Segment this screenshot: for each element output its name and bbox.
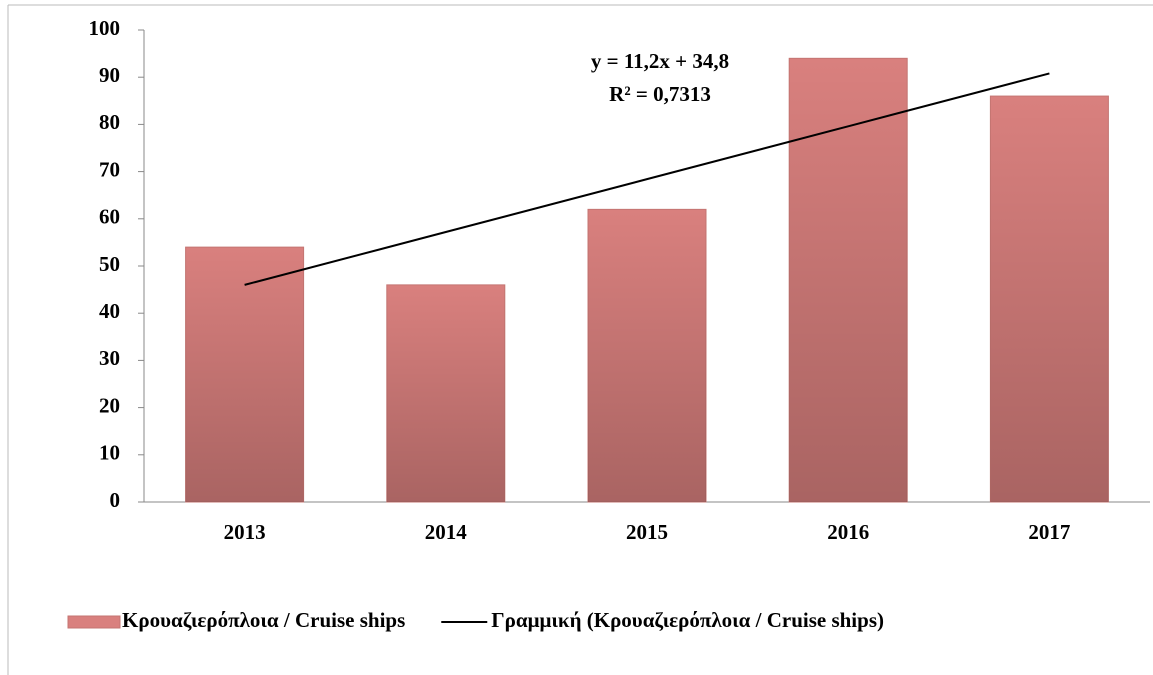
bar	[386, 284, 506, 503]
legend-label: Κρουαζιερόπλοια / Cruise ships	[122, 608, 405, 632]
legend-swatch	[67, 615, 121, 629]
y-tick-label: 90	[99, 63, 120, 87]
y-tick-label: 60	[99, 205, 120, 229]
trend-line	[244, 72, 1050, 286]
y-tick-label: 80	[99, 110, 120, 134]
bar	[587, 208, 707, 503]
y-tick-label: 20	[99, 393, 120, 417]
y-tick-label: 100	[89, 16, 121, 40]
bar	[788, 57, 908, 503]
x-tick-label: 2013	[224, 520, 266, 544]
legend-label: Γραμμική (Κρουαζιερόπλοια / Cruise ships…	[491, 608, 884, 632]
trend-equation: y = 11,2x + 34,8	[591, 49, 729, 73]
y-tick-label: 30	[99, 346, 120, 370]
bar	[185, 246, 305, 503]
y-tick-label: 50	[99, 252, 120, 276]
y-tick-label: 0	[110, 488, 121, 512]
x-tick-label: 2014	[425, 520, 468, 544]
x-tick-label: 2017	[1028, 520, 1070, 544]
y-tick-label: 40	[99, 299, 120, 323]
y-tick-label: 70	[99, 157, 120, 181]
x-tick-label: 2016	[827, 520, 869, 544]
x-tick-label: 2015	[626, 520, 668, 544]
bar	[989, 95, 1109, 503]
y-tick-label: 10	[99, 441, 120, 465]
trend-r2: R² = 0,7313	[609, 82, 711, 106]
